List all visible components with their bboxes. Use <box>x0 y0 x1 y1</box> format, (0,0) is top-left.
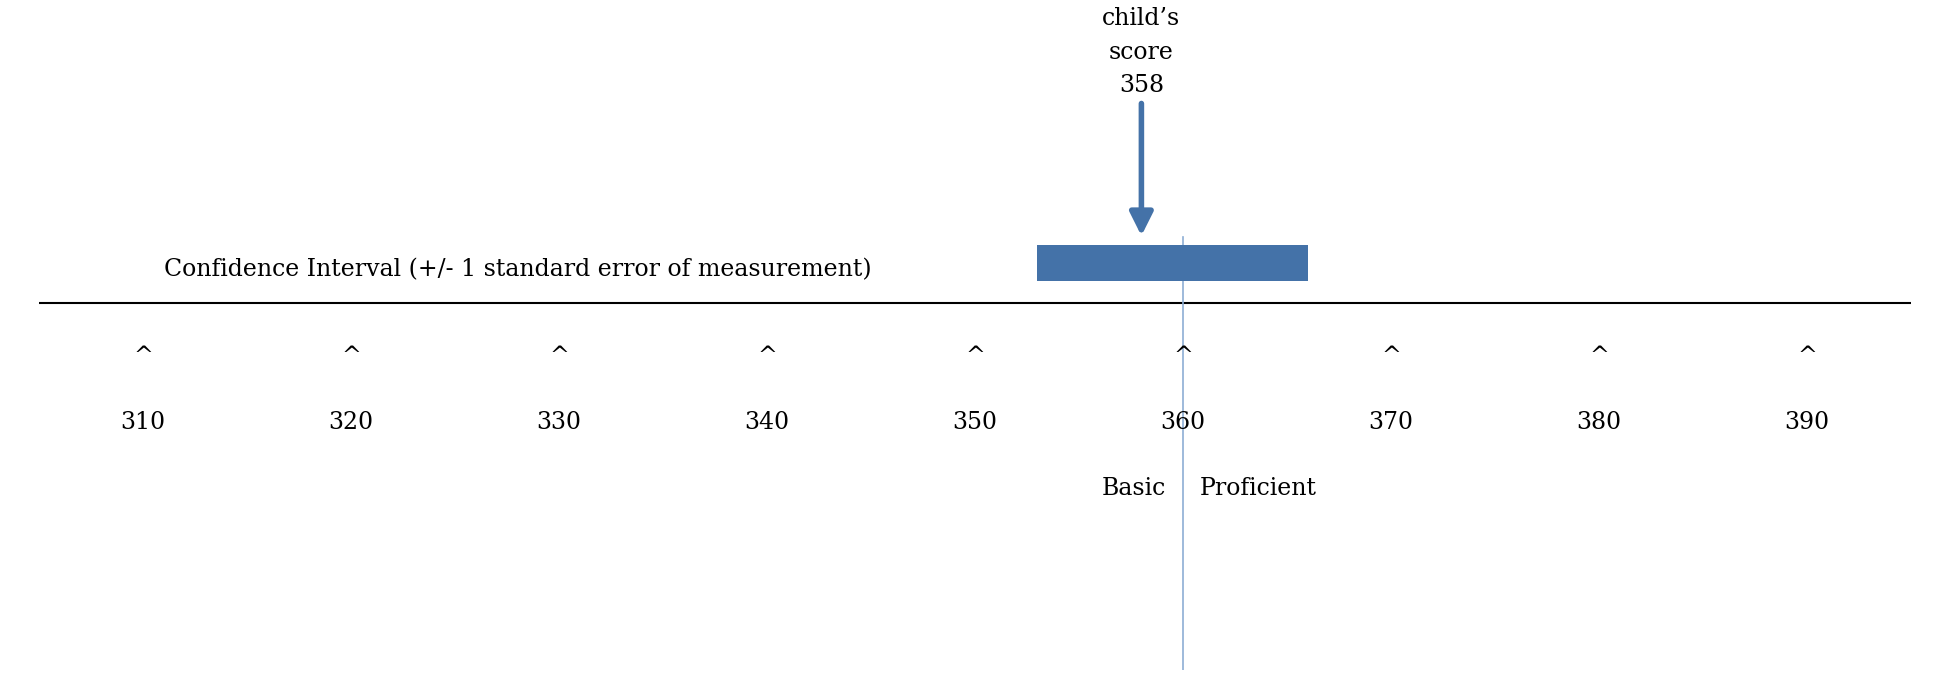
Bar <box>1037 245 1308 281</box>
Text: 360: 360 <box>1160 411 1205 434</box>
Text: 350: 350 <box>952 411 998 434</box>
Text: 310: 310 <box>121 411 166 434</box>
Text: your
child’s
score
358: your child’s score 358 <box>1102 0 1180 97</box>
Text: 330: 330 <box>536 411 581 434</box>
Text: 390: 390 <box>1784 411 1829 434</box>
Text: ^: ^ <box>1798 345 1817 368</box>
Text: Proficient: Proficient <box>1199 477 1316 499</box>
Text: ^: ^ <box>1381 345 1400 368</box>
Text: ^: ^ <box>1589 345 1609 368</box>
Text: 370: 370 <box>1369 411 1414 434</box>
Text: ^: ^ <box>1174 345 1193 368</box>
Text: Basic: Basic <box>1102 477 1166 499</box>
Text: 320: 320 <box>328 411 374 434</box>
Text: ^: ^ <box>550 345 569 368</box>
Text: ^: ^ <box>965 345 985 368</box>
Text: ^: ^ <box>341 345 361 368</box>
Text: 380: 380 <box>1576 411 1622 434</box>
Text: Confidence Interval (+/- 1 standard error of measurement): Confidence Interval (+/- 1 standard erro… <box>164 259 872 281</box>
Text: ^: ^ <box>757 345 776 368</box>
Text: ^: ^ <box>133 345 152 368</box>
Text: 340: 340 <box>745 411 790 434</box>
